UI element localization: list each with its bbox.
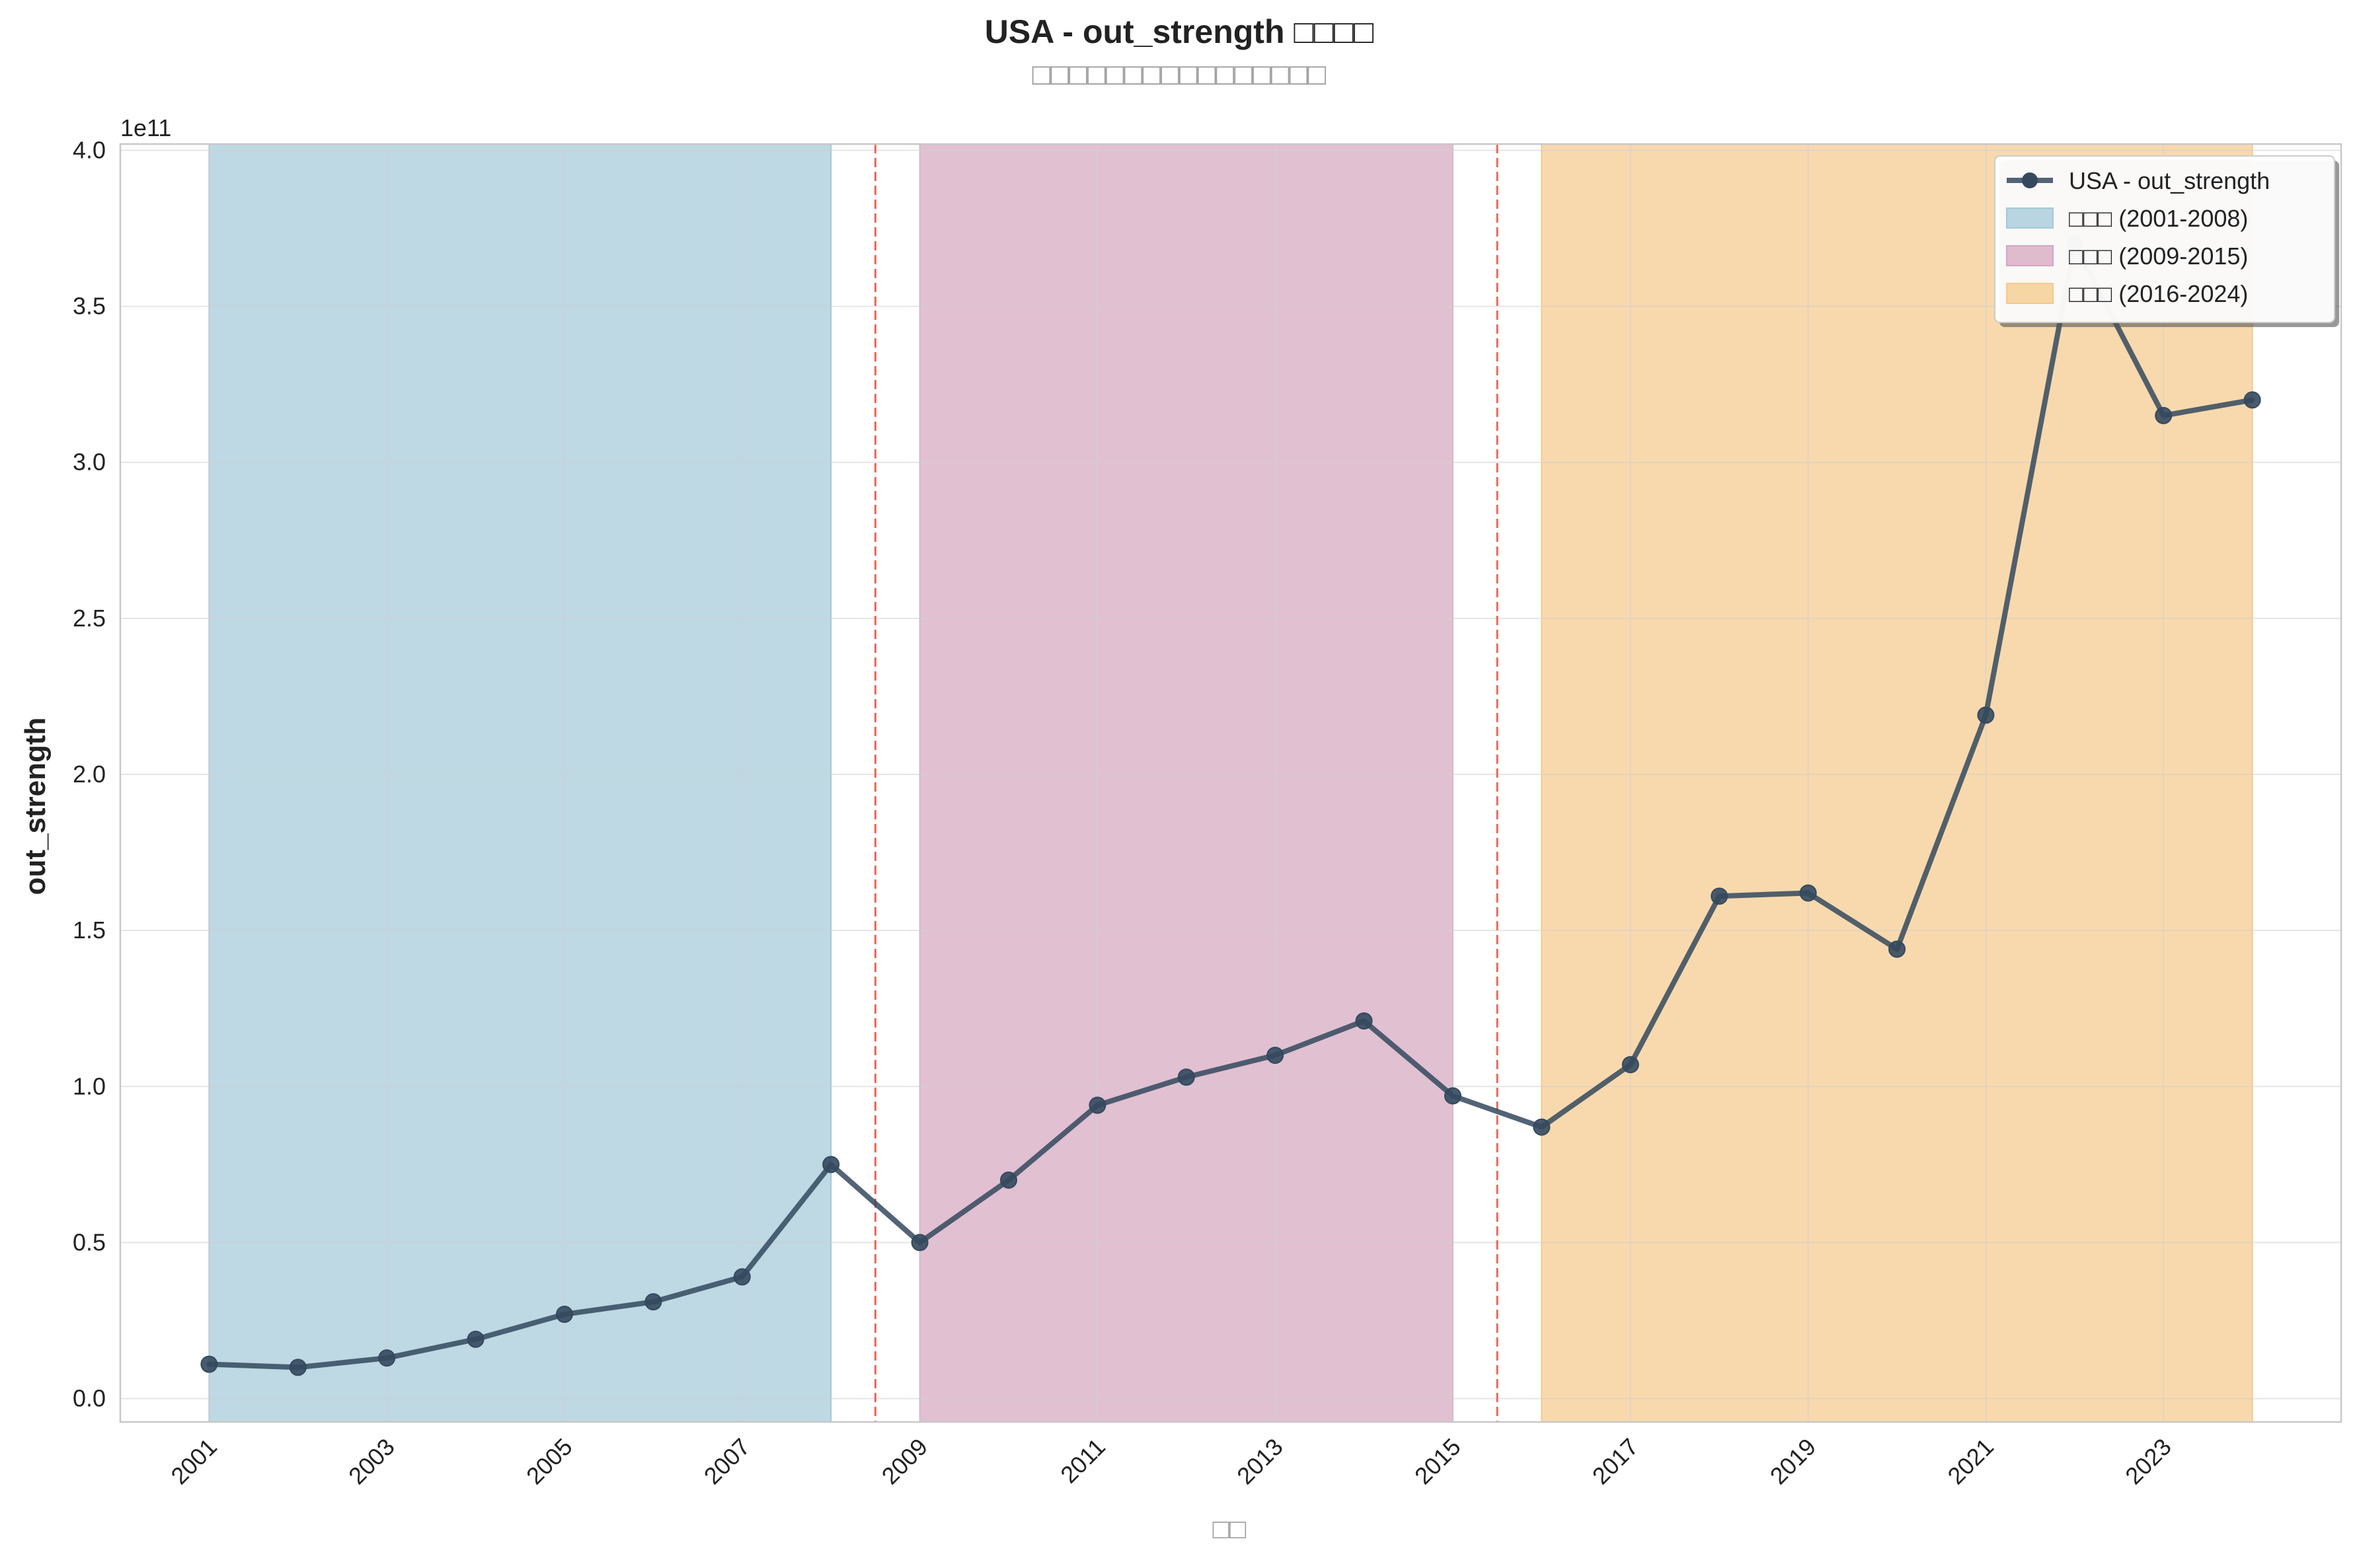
y-tick-label: 2.0 (73, 761, 106, 788)
x-tick-label: 2009 (876, 1433, 933, 1490)
data-point (644, 1293, 662, 1311)
data-point (1977, 706, 1995, 724)
y-tick-label: 3.0 (73, 449, 106, 476)
y-offset-label: 1e11 (120, 114, 171, 141)
x-tick-label: 2013 (1231, 1433, 1288, 1490)
legend-swatch-period-2 (2006, 245, 2054, 266)
data-point (200, 1355, 218, 1373)
y-axis-label: out_strength (19, 718, 52, 895)
legend-label-period-3: □□□ (2016-2024) (2069, 280, 2248, 307)
y-tick-label: 2.5 (73, 605, 106, 632)
data-point (378, 1349, 396, 1367)
data-point (1533, 1118, 1551, 1136)
y-tick-label: 4.0 (73, 136, 106, 163)
legend-marker (2022, 172, 2038, 188)
legend-swatch-period-3 (2006, 283, 2054, 304)
data-point (1621, 1056, 1639, 1074)
x-tick-label: 2019 (1765, 1433, 1822, 1490)
y-tick-label: 1.0 (73, 1072, 106, 1100)
data-point (822, 1156, 840, 1174)
data-point (1711, 887, 1728, 905)
x-tick-label: 2003 (343, 1433, 400, 1490)
data-point (556, 1306, 573, 1324)
x-tick-label: 2007 (699, 1433, 755, 1490)
y-tick-label: 3.5 (73, 293, 106, 320)
period-band-3 (1541, 143, 2253, 1423)
period-band-2 (919, 143, 1453, 1423)
x-tick-label: 2021 (1942, 1433, 1999, 1490)
series-line-1 (206, 241, 2255, 1370)
legend-box (1994, 155, 2335, 323)
data-point (911, 1234, 929, 1251)
data-point (1089, 1096, 1106, 1114)
x-tick-label: 2015 (1409, 1433, 1466, 1490)
data-point (733, 1268, 751, 1286)
data-point (1444, 1087, 1461, 1105)
x-tick-label: 2023 (2120, 1433, 2177, 1490)
y-tick-label: 1.5 (73, 916, 106, 944)
data-point (467, 1330, 484, 1348)
data-point (1888, 940, 1906, 958)
legend-label-period-1: □□□ (2001-2008) (2069, 205, 2248, 232)
legend-swatch-period-1 (2006, 207, 2054, 229)
period-band-1 (208, 143, 832, 1423)
legend-label-series: USA - out_strength (2069, 167, 2270, 194)
data-point (2155, 406, 2173, 424)
x-tick-label: 2017 (1587, 1433, 1644, 1490)
x-axis-label: □□ (1213, 1513, 1247, 1544)
data-point (1177, 1068, 1195, 1086)
data-point (1000, 1171, 1017, 1189)
data-point (1355, 1012, 1373, 1030)
plot-frame (119, 143, 2342, 1423)
data-point (2243, 391, 2261, 409)
legend: USA - out_strength □□□ (2001-2008) □□□ (20… (1994, 155, 2339, 327)
x-tick-label: 2011 (1055, 1433, 1110, 1489)
plot-area: 0.0 0.5 1.0 1.5 2.0 2.5 3.0 3.5 4.0 2001 2003 2005 2… (73, 136, 2342, 1490)
y-tick-label: 0.5 (73, 1228, 106, 1255)
data-point (1266, 1047, 1284, 1064)
x-tick-label: 2005 (521, 1433, 578, 1490)
legend-label-period-2: □□□ (2009-2015) (2069, 243, 2248, 270)
data-point (289, 1359, 307, 1376)
chart-title: USA - out_strength □□□□ (985, 13, 1374, 50)
y-tick-label: 0.0 (73, 1385, 106, 1412)
data-point (1799, 884, 1817, 902)
x-tick-label: 2001 (165, 1433, 222, 1490)
chart-subtitle: □□□□□□□□□□□□□□□□ (1032, 57, 1327, 91)
